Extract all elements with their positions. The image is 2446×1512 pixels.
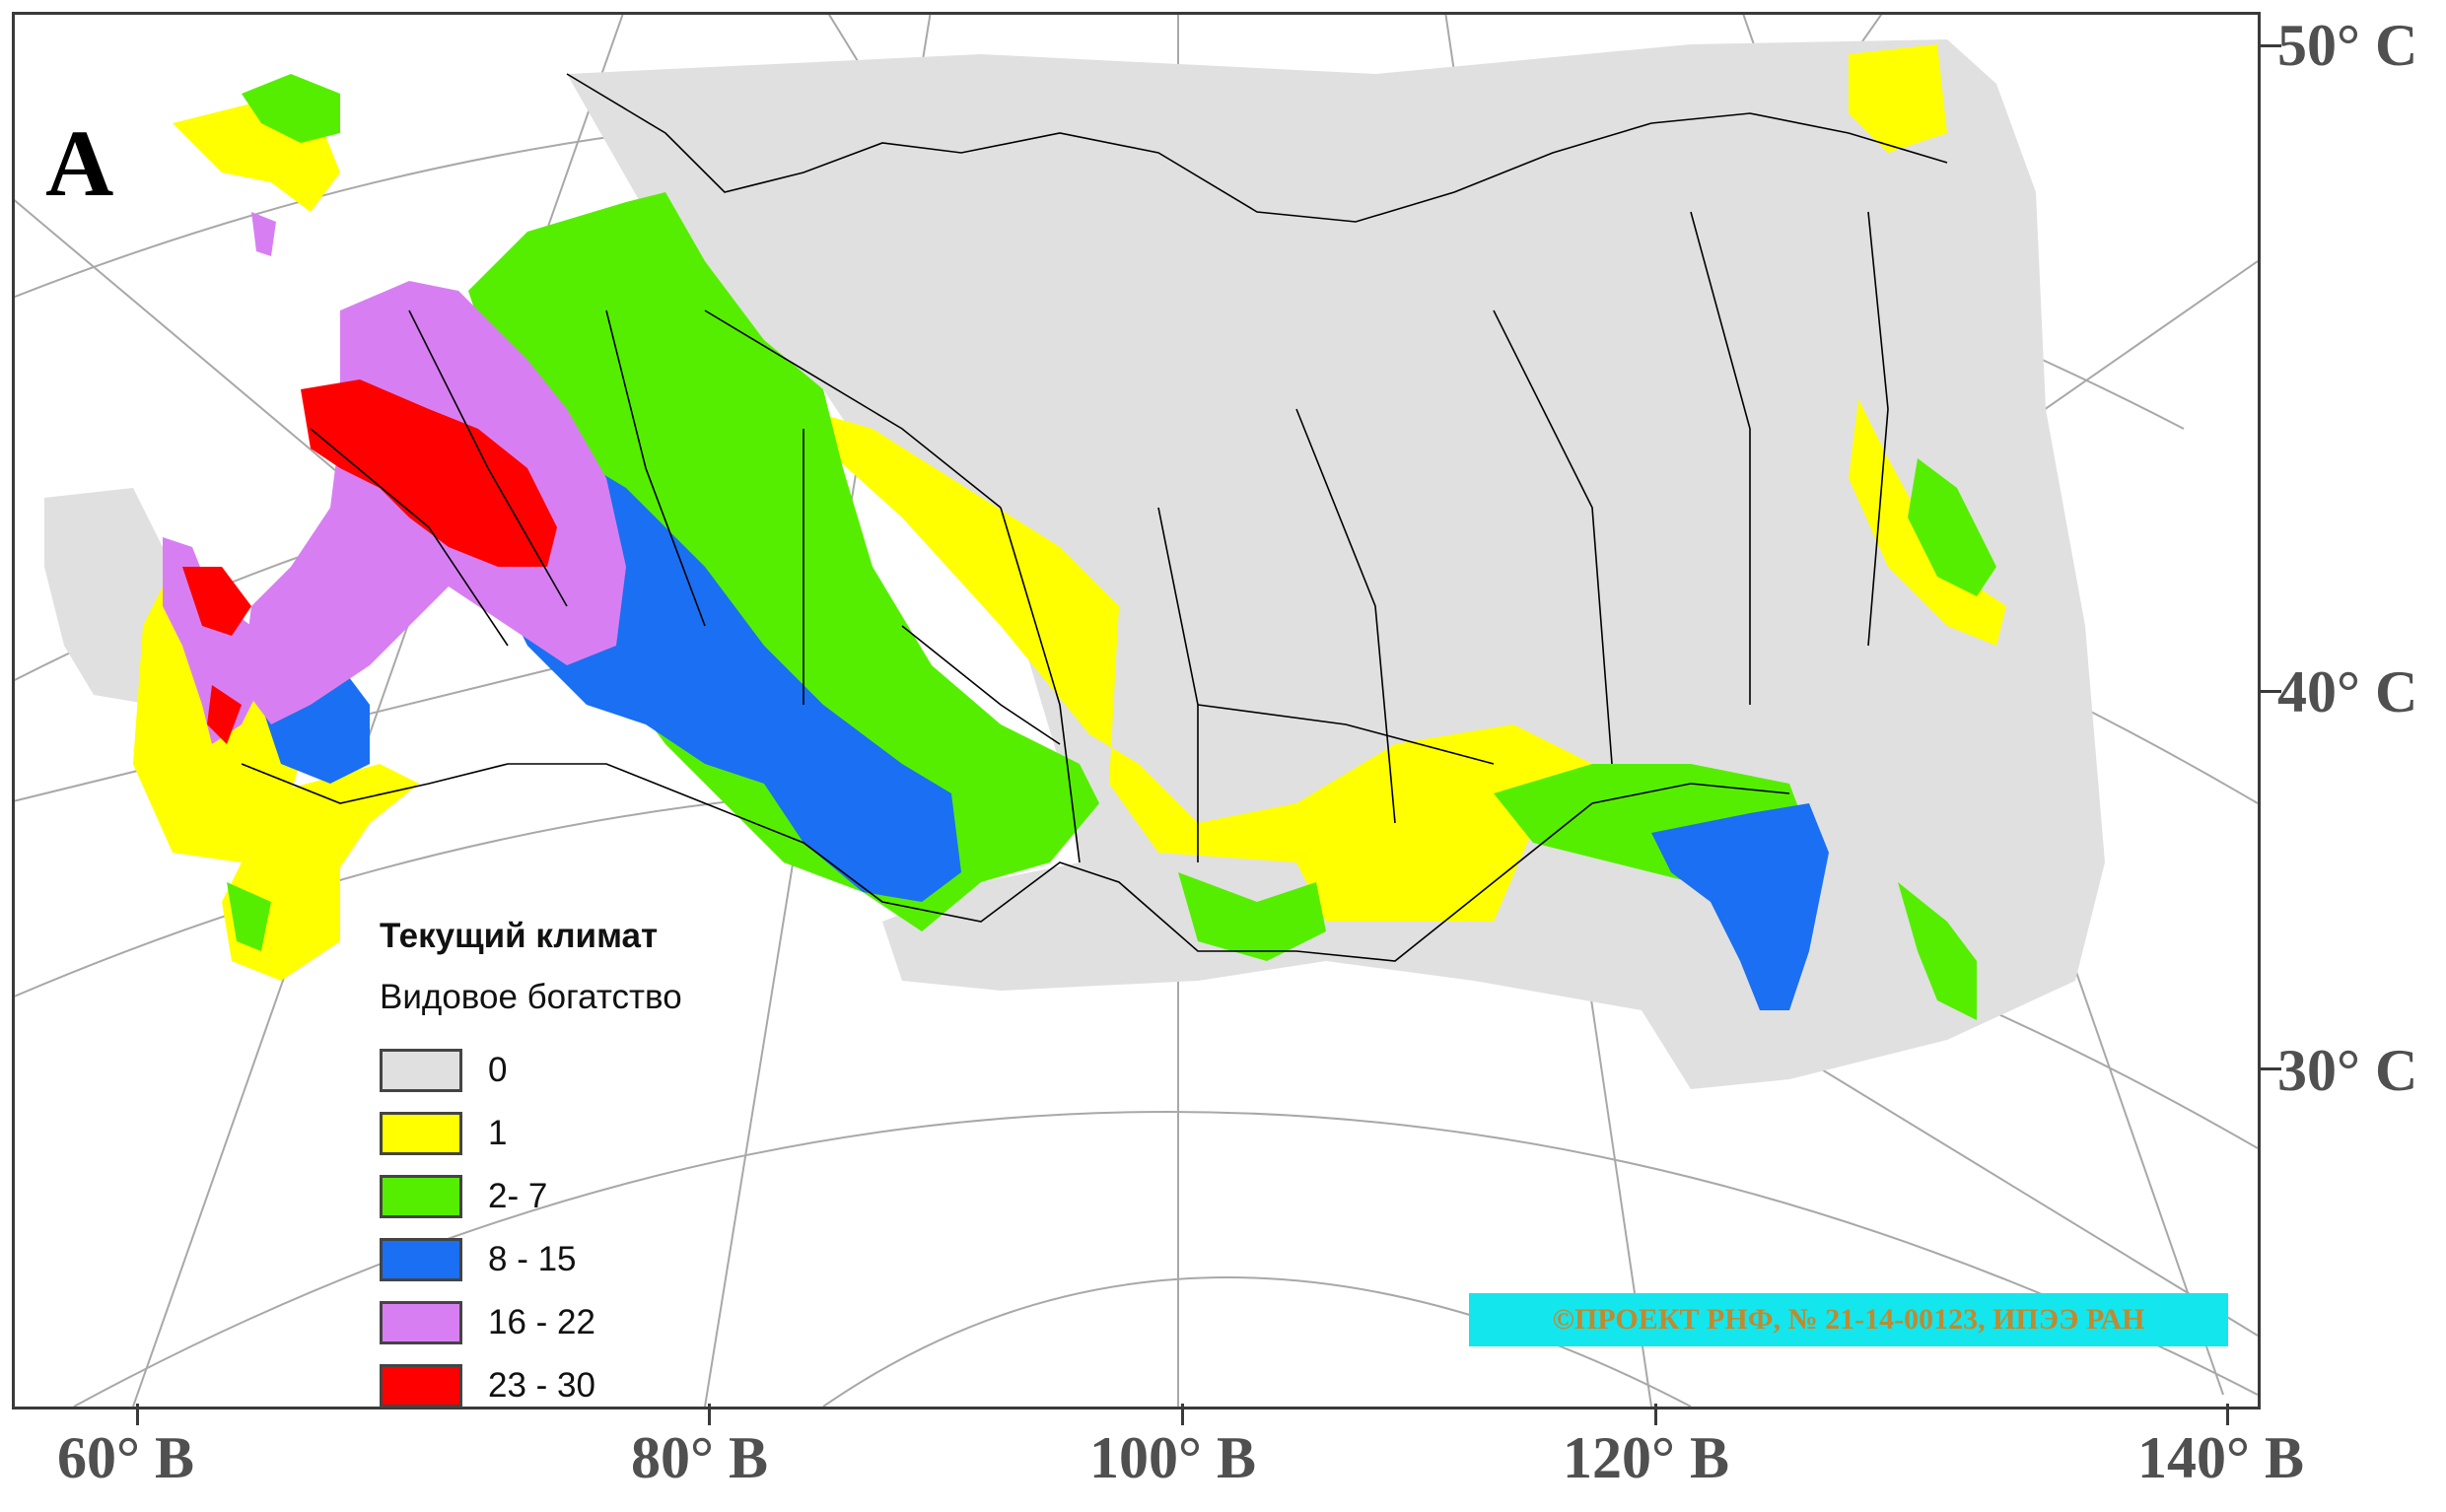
legend-item: 16 - 22 — [380, 1291, 794, 1354]
legend-swatch — [380, 1049, 462, 1092]
region-richness-2-7 — [468, 192, 1099, 931]
region-richness-2-7 — [242, 74, 340, 143]
region-richness-2-7 — [1908, 458, 1996, 596]
admin-borders — [241, 73, 1948, 962]
legend-swatch — [380, 1364, 462, 1408]
lat-tick — [2258, 690, 2281, 693]
coastline — [566, 73, 1948, 223]
lon-label-60: 60° В — [57, 1425, 195, 1490]
species-richness-map — [15, 15, 2258, 1407]
lon-tick — [1654, 1404, 1657, 1425]
region-richness-23-30 — [301, 379, 557, 567]
legend-item: 8 - 15 — [380, 1228, 794, 1291]
legend-subtitle: Видовое богатство — [380, 978, 682, 1016]
region-border — [704, 309, 1002, 509]
legend-swatch — [380, 1175, 462, 1218]
legend-label: 2- 7 — [488, 1177, 548, 1215]
region-border — [1197, 704, 1495, 765]
region-border — [901, 625, 1061, 745]
legend-label: 8 - 15 — [488, 1240, 577, 1278]
region-border — [1000, 507, 1081, 863]
lat-tick — [2258, 1067, 2281, 1070]
region-border — [1295, 408, 1396, 824]
region-richness-1 — [1849, 44, 1947, 153]
lat-label-50: 50° С — [2277, 13, 2418, 78]
panel-letter: A — [45, 110, 114, 216]
region-richness-2-7 — [1178, 872, 1326, 961]
region-border — [408, 309, 568, 607]
legend-swatch — [380, 1238, 462, 1281]
legend-title: Текущий климат — [380, 917, 659, 955]
region-border — [1867, 211, 1889, 647]
legend-item: 0 — [380, 1039, 794, 1102]
region-border — [1690, 211, 1751, 705]
lon-label-140: 140° В — [2137, 1425, 2305, 1490]
region-richness-23-30 — [182, 567, 251, 636]
legend-label: 0 — [488, 1051, 508, 1089]
legend-item: 23 - 30 — [380, 1354, 794, 1417]
legend-label: 23 - 30 — [488, 1366, 595, 1405]
map-frame — [12, 12, 2261, 1409]
legend-items: 0 1 2- 7 8 - 15 16 - 22 23 - 30 — [380, 1039, 794, 1417]
lat-tick — [2258, 44, 2281, 47]
legend-label: 16 - 22 — [488, 1303, 595, 1341]
country-border — [241, 763, 1790, 962]
region-richness-16-22 — [251, 212, 276, 256]
region-border — [1493, 309, 1613, 765]
legend-label: 1 — [488, 1114, 508, 1152]
region-richness-23-30 — [207, 685, 242, 744]
region-border — [605, 309, 706, 627]
lon-tick — [708, 1404, 711, 1425]
region-richness-16-22 — [163, 537, 261, 744]
lon-label-80: 80° В — [631, 1425, 769, 1490]
map-legend: Текущий климат Видовое богатство 0 1 2- 7 8… — [380, 917, 794, 1417]
lat-label-30: 30° С — [2277, 1038, 2418, 1103]
region-richness-2-7 — [1898, 882, 1977, 1020]
lon-tick — [2226, 1404, 2229, 1425]
lat-label-40: 40° С — [2277, 659, 2418, 724]
lon-tick — [136, 1404, 139, 1425]
lon-tick — [1181, 1404, 1184, 1425]
region-richness-8-15 — [1651, 803, 1829, 1010]
lon-label-100: 100° В — [1089, 1425, 1257, 1490]
region-richness-1 — [734, 389, 1592, 922]
region-richness-2-7 — [227, 882, 271, 951]
credit-banner: ©ПРОЕКТ РНФ, № 21-14-00123, ИПЭЭ РАН — [1469, 1293, 2228, 1346]
meridian-line — [1788, 1049, 2258, 1337]
region-richness-1 — [251, 764, 419, 961]
region-border — [310, 428, 509, 647]
legend-swatch — [380, 1112, 462, 1155]
legend-item: 1 — [380, 1102, 794, 1165]
legend-item: 2- 7 — [380, 1165, 794, 1228]
legend-swatch — [380, 1301, 462, 1344]
lon-label-120: 120° В — [1563, 1425, 1730, 1490]
